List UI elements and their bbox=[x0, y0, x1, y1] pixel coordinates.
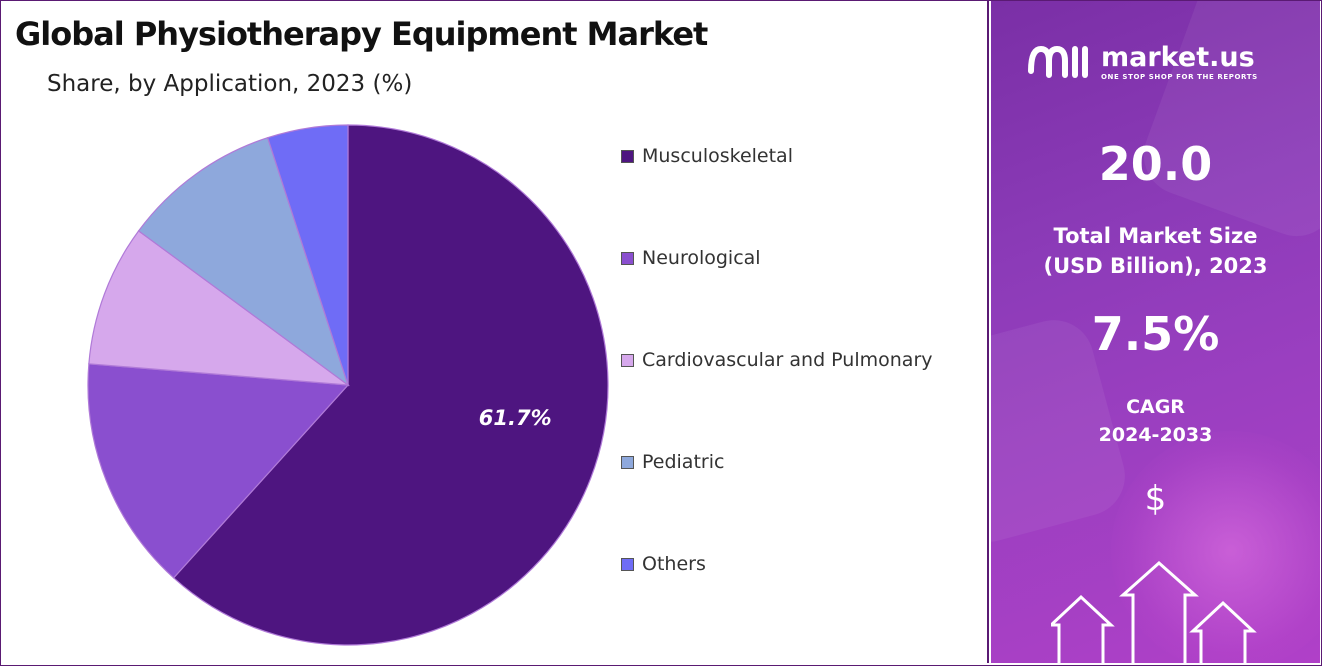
legend-swatch bbox=[621, 557, 634, 571]
growth-arrows-icon bbox=[1051, 561, 1257, 663]
summary-sidebar: market.us ONE STOP SHOP FOR THE REPORTS … bbox=[991, 1, 1320, 663]
legend-swatch bbox=[621, 149, 634, 163]
cagr-label-line2: 2024-2033 bbox=[1098, 424, 1213, 446]
legend-item-cardiovascular-and-pulmonary: Cardiovascular and Pulmonary bbox=[621, 345, 933, 375]
chart-legend: Musculoskeletal Neurological Cardiovascula… bbox=[621, 141, 981, 601]
pie-slice-musculoskeletal bbox=[172, 124, 609, 646]
cagr-label-line1: CAGR bbox=[1126, 396, 1185, 418]
market-size-label-line2: (USD Billion), 2023 bbox=[1043, 254, 1268, 278]
pie-slice-pediatric bbox=[137, 136, 350, 387]
legend-item-pediatric: Pediatric bbox=[621, 447, 724, 477]
brand-logo: market.us ONE STOP SHOP FOR THE REPORTS bbox=[1027, 41, 1258, 83]
legend-label: Others bbox=[642, 553, 706, 575]
legend-item-others: Others bbox=[621, 549, 706, 579]
pie-chart: 61.7% bbox=[87, 124, 609, 646]
chart-title: Global Physiotherapy Equipment Market bbox=[15, 15, 708, 53]
legend-swatch bbox=[621, 353, 634, 367]
logo-tagline: ONE STOP SHOP FOR THE REPORTS bbox=[1101, 73, 1258, 81]
market-size-value: 20.0 bbox=[1098, 137, 1213, 191]
dollar-icon: $ bbox=[1144, 479, 1167, 519]
background-glow bbox=[1111, 431, 1320, 663]
legend-swatch bbox=[621, 251, 634, 265]
market-size-label-line1: Total Market Size bbox=[1053, 224, 1258, 248]
legend-item-neurological: Neurological bbox=[621, 243, 761, 273]
legend-label: Pediatric bbox=[642, 451, 725, 473]
legend-swatch bbox=[621, 455, 634, 469]
legend-label: Musculoskeletal bbox=[642, 145, 793, 167]
data-label-musculoskeletal: 61.7% bbox=[479, 406, 552, 430]
cagr-value: 7.5% bbox=[1091, 307, 1220, 361]
legend-item-musculoskeletal: Musculoskeletal bbox=[621, 141, 793, 171]
background-shape bbox=[1132, 1, 1320, 248]
market-us-logo-icon bbox=[1028, 45, 1088, 78]
legend-label: Cardiovascular and Pulmonary bbox=[642, 349, 933, 371]
logo-name: market.us bbox=[1101, 42, 1255, 73]
chart-panel: Global Physiotherapy Equipment Market Sh… bbox=[1, 1, 989, 663]
pie-slice-neurological bbox=[87, 363, 350, 579]
chart-subtitle: Share, by Application, 2023 (%) bbox=[47, 71, 413, 97]
pie-slice-others bbox=[266, 124, 349, 386]
legend-label: Neurological bbox=[642, 247, 761, 269]
pie-slice-cardiovascular-and-pulmonary bbox=[88, 230, 351, 386]
